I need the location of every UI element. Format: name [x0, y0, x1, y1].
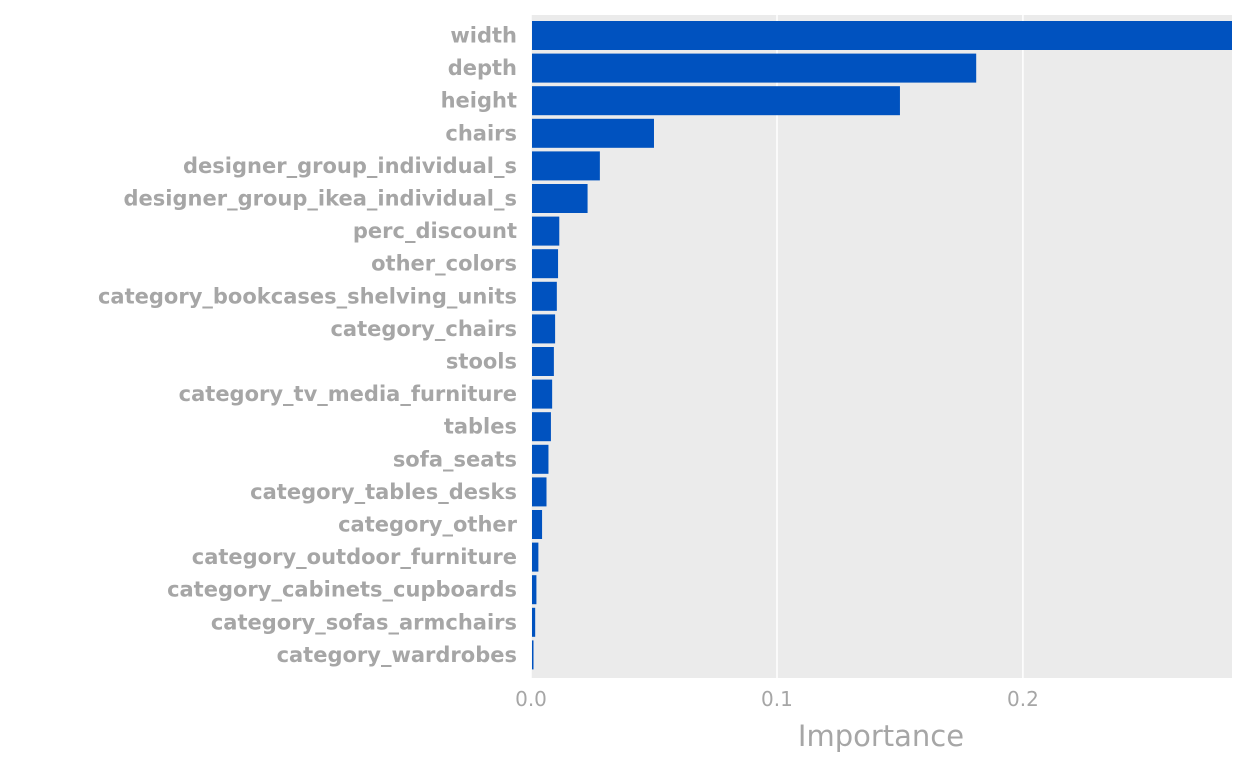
y-label-category_wardrobes: category_wardrobes	[277, 643, 517, 667]
bar-chairs	[532, 118, 654, 148]
bar-category_chairs	[532, 314, 556, 344]
y-label-width: width	[450, 24, 517, 48]
bar-depth	[532, 53, 977, 83]
y-label-height: height	[441, 89, 517, 113]
y-label-category_other: category_other	[338, 513, 518, 537]
bar-category_tv_media_furniture	[532, 379, 553, 409]
bar-category_other	[532, 510, 543, 539]
x-axis-ticks: 0.0 0.1 0.2	[515, 687, 1039, 711]
bar-designer_group_individual_s	[532, 151, 600, 181]
bar-layer	[532, 21, 1232, 670]
bar-category_outdoor_furniture	[532, 542, 539, 572]
bar-sofa_seats	[532, 444, 549, 474]
bar-height	[532, 86, 900, 116]
x-tick-label-1: 0.1	[761, 687, 793, 711]
bar-tables	[532, 412, 551, 442]
y-label-stools: stools	[446, 350, 517, 374]
bar-category_sofas_armchairs	[532, 607, 536, 637]
y-label-sofa_seats: sofa_seats	[393, 447, 517, 471]
grid-layer	[530, 15, 1024, 678]
y-label-category_tables_desks: category_tables_desks	[250, 480, 517, 504]
bar-category_tables_desks	[532, 477, 547, 507]
bar-category_bookcases_shelving_units	[532, 281, 557, 311]
bar-designer_group_ikea_individual_s	[532, 184, 588, 213]
y-label-category_cabinets_cupboards: category_cabinets_cupboards	[167, 578, 517, 602]
y-label-category_bookcases_shelving_units: category_bookcases_shelving_units	[98, 284, 517, 308]
bar-category_wardrobes	[532, 640, 534, 670]
y-label-depth: depth	[448, 56, 517, 80]
bar-perc_discount	[532, 216, 560, 246]
y-label-category_chairs: category_chairs	[330, 317, 517, 341]
y-label-designer_group_ikea_individual_s: designer_group_ikea_individual_s	[124, 187, 517, 211]
y-label-category_outdoor_furniture: category_outdoor_furniture	[192, 545, 517, 569]
y-label-chairs: chairs	[445, 121, 517, 145]
y-label-category_sofas_armchairs: category_sofas_armchairs	[211, 610, 517, 634]
bar-width	[532, 21, 1232, 50]
bar-stools	[532, 347, 554, 376]
x-axis-title: Importance	[798, 719, 964, 753]
y-label-tables: tables	[444, 415, 517, 439]
bar-category_cabinets_cupboards	[532, 575, 537, 605]
y-label-other_colors: other_colors	[371, 252, 517, 276]
y-axis-labels: width depth height chairs designer_group_ind…	[98, 24, 518, 667]
y-label-perc_discount: perc_discount	[353, 219, 517, 243]
x-tick-label-2: 0.2	[1007, 687, 1039, 711]
y-label-designer_group_individual_s: designer_group_individual_s	[183, 154, 517, 178]
x-tick-label-0: 0.0	[515, 687, 547, 711]
bar-other_colors	[532, 249, 559, 279]
y-label-category_tv_media_furniture: category_tv_media_furniture	[179, 382, 517, 406]
